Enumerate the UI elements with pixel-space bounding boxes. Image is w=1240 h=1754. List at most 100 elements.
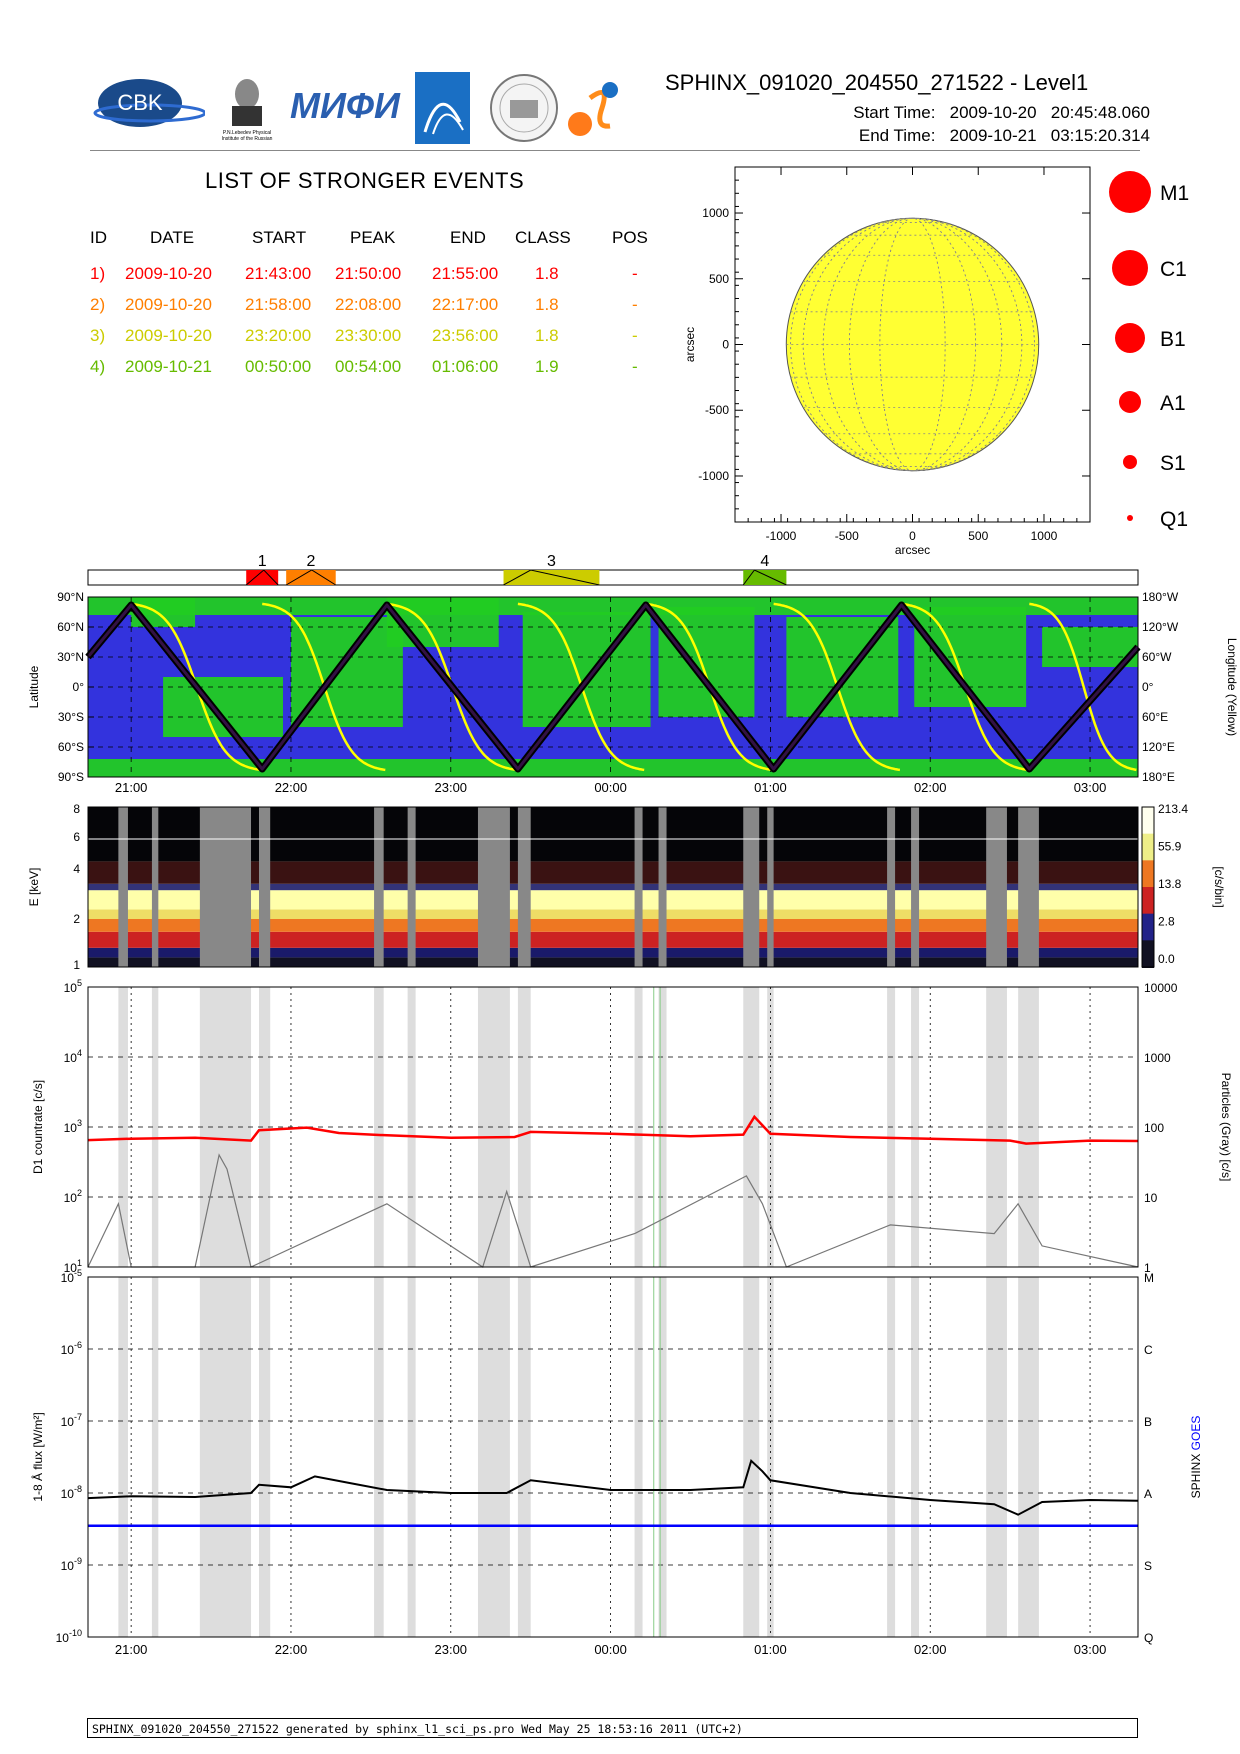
cbk-logo: CBK bbox=[90, 75, 207, 135]
events-col-header: ID bbox=[90, 228, 107, 247]
data-gap bbox=[477, 807, 510, 967]
legend-label-a1: A1 bbox=[1160, 392, 1186, 415]
y-tick-label: 500 bbox=[709, 272, 729, 286]
event-box-4 bbox=[743, 570, 787, 585]
data-gap-shade bbox=[634, 1277, 643, 1637]
colorbar-segment bbox=[1142, 860, 1154, 888]
event-cell-end: 21:55:00 bbox=[432, 264, 499, 283]
count-tick-label: 103 bbox=[64, 1118, 82, 1135]
events-col-header: PEAK bbox=[350, 228, 396, 247]
data-gap bbox=[517, 807, 531, 967]
svg-text:МИФИ: МИФИ bbox=[290, 85, 401, 126]
event-box-3 bbox=[503, 570, 600, 585]
d1-countrate-series bbox=[87, 1114, 1139, 1145]
colorbar-tick-label: 2.8 bbox=[1158, 915, 1175, 929]
svg-text:Institute of the Russian: Institute of the Russian bbox=[222, 136, 273, 142]
event-cell-id: 3) bbox=[90, 326, 106, 345]
time-tick-label: 01:00 bbox=[754, 1642, 787, 1657]
time-tick-label: 23:00 bbox=[435, 780, 468, 795]
particle-region bbox=[386, 597, 499, 647]
particle-axis-label: Particles (Gray) [c/s] bbox=[1219, 1073, 1233, 1182]
goes-class-label: A bbox=[1144, 1487, 1152, 1501]
latitude-track-core bbox=[86, 603, 1140, 771]
data-gap bbox=[634, 807, 643, 967]
colorbar-segment bbox=[1142, 940, 1154, 968]
footer-generated-by: SPHINX_091020_204550_271522 generated by… bbox=[87, 1718, 1138, 1738]
energy-tick-label: 8 bbox=[73, 802, 80, 816]
lat-tick-label: 90°N bbox=[57, 590, 84, 604]
lon-tick-label: 180°E bbox=[1142, 770, 1175, 784]
data-gap-shade bbox=[151, 1277, 159, 1637]
colorbar-segment bbox=[1142, 913, 1154, 942]
data-gap-shade bbox=[118, 1277, 128, 1637]
lat-axis-label: Latitude bbox=[27, 665, 41, 708]
event-cell-peak: 21:50:00 bbox=[335, 264, 402, 283]
flux-tick-label: 10-6 bbox=[61, 1340, 82, 1357]
particle-tick-label: 10 bbox=[1144, 1191, 1158, 1205]
flux-tick-exponent: -6 bbox=[74, 1340, 82, 1350]
colorbar-segment bbox=[1142, 807, 1154, 835]
event-cell-start: 00:50:00 bbox=[245, 357, 312, 376]
y-axis-label: arcsec bbox=[683, 327, 697, 362]
time-tick-label: 02:00 bbox=[914, 780, 947, 795]
count-tick-exponent: 4 bbox=[77, 1048, 82, 1058]
end-time-value: 2009-10-21 03:15:20.314 bbox=[949, 126, 1150, 145]
event-cell-start: 21:58:00 bbox=[245, 295, 312, 314]
events-col-header: DATE bbox=[150, 228, 195, 247]
event-cell-end: 01:06:00 bbox=[432, 357, 499, 376]
particle-tick-label: 100 bbox=[1144, 1121, 1164, 1135]
event-cell-id: 2) bbox=[90, 295, 106, 314]
particle-region bbox=[88, 759, 1138, 777]
particles-series bbox=[87, 1153, 1139, 1268]
event-profile-4 bbox=[742, 569, 787, 586]
end-time-label: End Time: bbox=[858, 126, 936, 145]
flare-class-legend: M1 C1 B1 A1 S1 Q1 bbox=[1109, 171, 1189, 531]
event-cell-pos: - bbox=[632, 357, 638, 376]
data-gap-shade bbox=[911, 1277, 920, 1637]
events-col-header: POS bbox=[612, 228, 648, 247]
event-cell-date: 2009-10-20 bbox=[125, 295, 212, 314]
spectrogram-band bbox=[88, 957, 1138, 967]
data-gap bbox=[259, 807, 271, 967]
data-gap bbox=[887, 807, 896, 967]
flux-tick-label: 10-7 bbox=[61, 1412, 82, 1429]
event-number-4: 4 bbox=[760, 555, 769, 570]
start-time-label: Start Time: bbox=[853, 103, 936, 122]
timeseries-panels: 1 2 3 490°N60°N30°N0°30°S60°S90°S180°W120°W… bbox=[27, 555, 1239, 1657]
x-axis-label: arcsec bbox=[895, 543, 930, 557]
spectrogram-band bbox=[88, 883, 1138, 891]
countrate-frame bbox=[87, 986, 1139, 1268]
time-tick-label: 03:00 bbox=[1074, 1642, 1107, 1657]
lebedev-logo: P.N.Lebedev Physical Institute of the Ru… bbox=[215, 72, 280, 152]
events-title: LIST OF STRONGER EVENTS bbox=[205, 168, 525, 193]
time-tick-label: 00:00 bbox=[594, 1642, 627, 1657]
colorbar-frame bbox=[1141, 806, 1155, 968]
flux-tick-exponent: -8 bbox=[74, 1484, 82, 1494]
data-gap-shade bbox=[911, 987, 920, 1267]
lat-tick-label: 60°N bbox=[57, 620, 84, 634]
file-title: SPHINX_091020_204550_271522 - Level1 bbox=[665, 70, 1089, 95]
sphinx-legend-label: SPHINX bbox=[1189, 1450, 1203, 1498]
sphinx-goes-legend: SPHINX GOES bbox=[1189, 1416, 1203, 1499]
event-cell-start: 23:20:00 bbox=[245, 326, 312, 345]
spectrogram-band bbox=[88, 931, 1138, 948]
lon-axis-label: Longitude (Yellow) bbox=[1225, 638, 1239, 736]
event-cell-pos: - bbox=[632, 295, 638, 314]
time-tick-label: 02:00 bbox=[914, 1642, 947, 1657]
data-gap-shade bbox=[658, 1277, 667, 1637]
goes-class-label: S bbox=[1144, 1559, 1152, 1573]
event-cell-class: 1.8 bbox=[535, 264, 559, 283]
sphinx-flux-series bbox=[87, 1458, 1139, 1516]
data-gap-shade bbox=[151, 987, 159, 1267]
time-tick-label: 00:00 bbox=[594, 780, 627, 795]
data-gap bbox=[407, 807, 416, 967]
energy-tick-label: 4 bbox=[73, 862, 80, 876]
events-col-header: END bbox=[450, 228, 486, 247]
time-tick-label: 21:00 bbox=[115, 780, 148, 795]
events-col-header: START bbox=[252, 228, 307, 247]
legend-label-m1: M1 bbox=[1160, 182, 1189, 205]
data-gap bbox=[658, 807, 667, 967]
lon-tick-label: 120°E bbox=[1142, 740, 1175, 754]
data-gap-shade bbox=[887, 1277, 896, 1637]
longitude-gridline bbox=[848, 217, 977, 472]
